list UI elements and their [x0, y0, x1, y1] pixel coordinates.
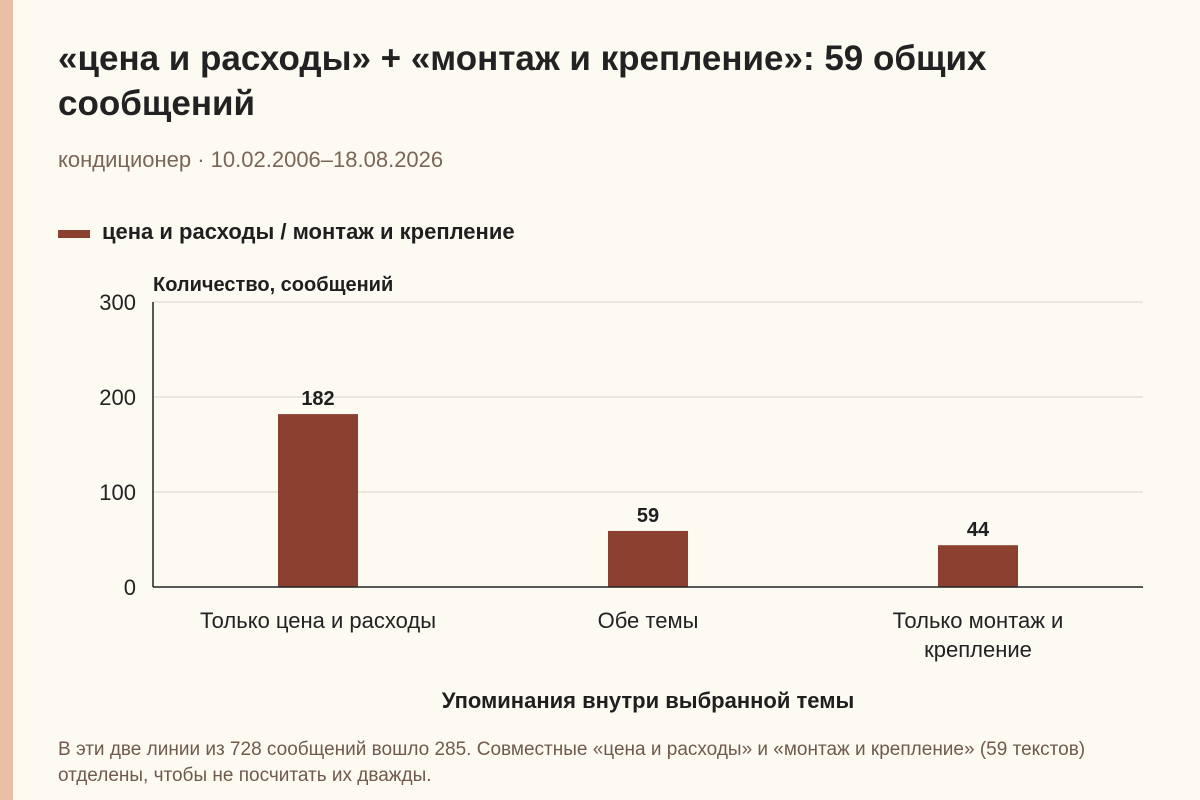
data-label: 44: [967, 519, 990, 541]
chart-title: «цена и расходы» + «монтаж и крепление»:…: [58, 39, 987, 123]
side-accent-strip: [0, 0, 13, 800]
y-tick-label: 200: [99, 385, 136, 410]
bar: [608, 530, 688, 587]
x-tick-label: Только монтаж и: [893, 608, 1064, 633]
data-label: 182: [301, 388, 334, 410]
bar: [278, 414, 358, 587]
footnote: В эти две линии из 728 сообщений вошло 2…: [58, 739, 1086, 786]
legend-swatch: [58, 230, 90, 238]
chart-subtitle: кондиционер · 10.02.2006–18.08.2026: [58, 147, 444, 172]
y-tick-label: 100: [99, 480, 136, 505]
legend-label: цена и расходы / монтаж и крепление: [102, 219, 515, 244]
x-axis-label: Упоминания внутри выбранной темы: [442, 688, 855, 713]
data-label: 59: [637, 505, 659, 527]
x-tick-label: Только цена и расходы: [200, 608, 436, 633]
x-tick-label: крепление: [924, 637, 1032, 662]
legend: цена и расходы / монтаж и крепление: [58, 218, 515, 246]
y-tick-label: 300: [99, 290, 136, 315]
y-tick-label: 0: [124, 575, 136, 600]
bar: [938, 545, 1018, 587]
y-axis-label: Количество, сообщений: [153, 274, 393, 296]
bar-chart: 0 100 200 300 Количество, сообщений 182 Только…: [99, 274, 1143, 713]
x-tick-label: Обе темы: [598, 608, 699, 633]
